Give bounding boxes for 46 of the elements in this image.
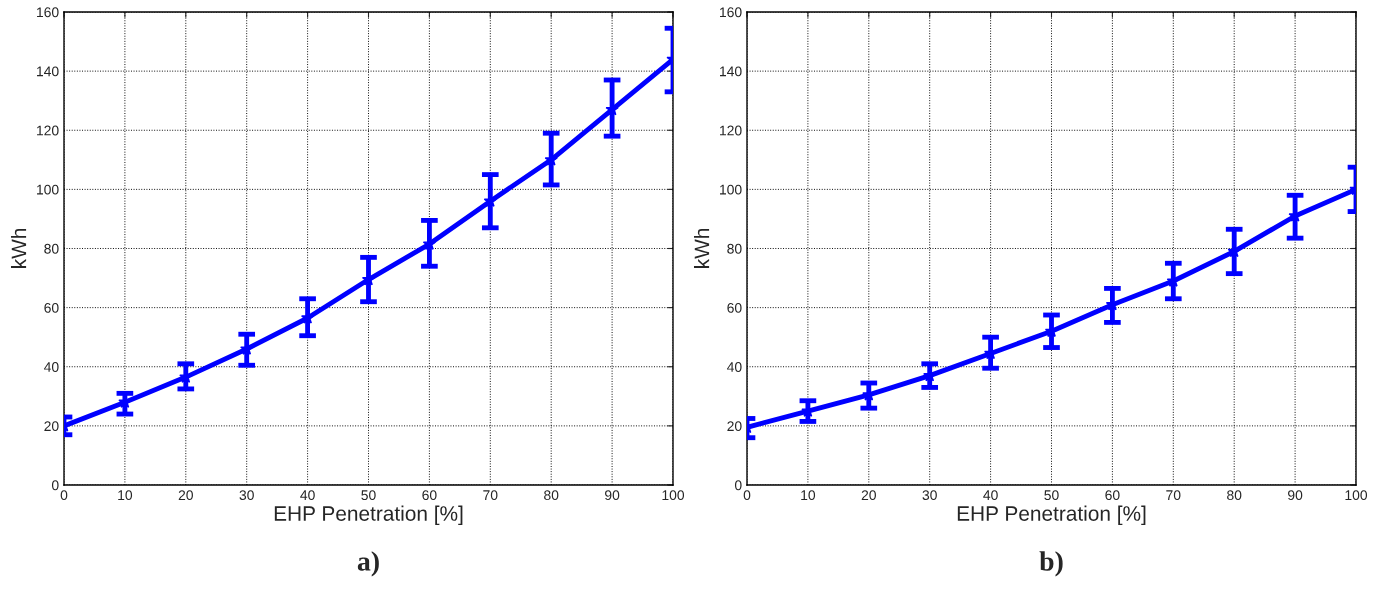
x-tick-label: 60 [1105,490,1120,501]
x-tick-label: 70 [483,490,498,501]
x-tick-label: 100 [662,490,685,501]
x-axis-title: EHP Penetration [%] [957,505,1146,526]
x-tick-label: 30 [922,490,937,501]
x-tick-label: 40 [300,490,315,501]
y-tick-label: 0 [734,480,742,491]
y-tick-label: 40 [44,362,59,372]
x-tick-label: 80 [544,490,559,501]
text: a) [357,551,379,577]
x-tick-label: 30 [239,490,254,501]
y-tick-label: 100 [720,184,742,195]
x-tick-label: 10 [801,490,816,501]
y-tick-label: 160 [37,7,59,18]
y-axis-title: kWh [693,229,710,268]
x-tick-label: 80 [1227,490,1242,501]
x-tick-label: 0 [60,490,68,501]
y-tick-label: 60 [727,302,742,313]
y-tick-label: 100 [37,184,59,195]
x-tick-label: 60 [422,490,437,501]
x-tick-label: 90 [605,490,620,501]
x-tick-label: 20 [178,490,193,501]
y-axis-title: kWh [10,229,27,268]
text: b) [1039,551,1063,577]
y-tick-label: 80 [727,243,742,254]
y-tick-label: 120 [720,125,742,136]
y-tick-label: 20 [44,421,59,432]
x-axis-title: EHP Penetration [%] [274,505,463,526]
x-tick-label: 20 [861,490,876,501]
x-tick-label: 0 [743,490,751,501]
y-tick-label: 80 [44,243,59,254]
x-tick-label: 50 [361,490,376,501]
y-tick-label: 60 [44,302,59,313]
y-tick-label: 20 [727,421,742,432]
y-tick-label: 0 [51,480,59,491]
x-tick-label: 90 [1288,490,1303,501]
x-tick-label: 100 [1345,490,1368,501]
y-tick-label: 40 [727,362,742,372]
x-tick-label: 50 [1044,490,1059,501]
y-tick-label: 120 [37,125,59,136]
y-tick-label: 160 [720,7,742,18]
x-tick-label: 70 [1166,490,1181,501]
x-tick-label: 40 [983,490,998,501]
x-tick-label: 10 [118,490,133,501]
y-tick-label: 140 [37,66,59,77]
y-tick-label: 140 [720,66,742,77]
